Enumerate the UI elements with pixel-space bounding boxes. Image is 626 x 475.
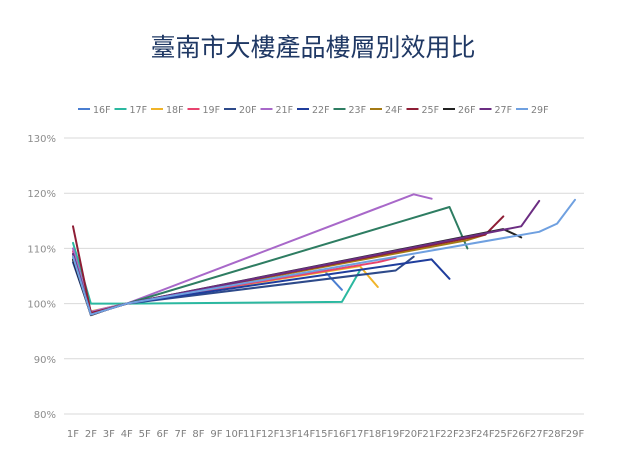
x-tick-label: 2F (85, 429, 97, 440)
x-tick-label: 20F (404, 429, 423, 440)
x-tick-label: 22F (440, 429, 459, 440)
legend-entry: 21F (276, 105, 294, 116)
chart-title: 臺南市大樓產品樓層別效用比 (150, 33, 475, 62)
gridlines (64, 137, 584, 415)
x-tick-label: 4F (121, 429, 133, 440)
legend-entry: 18F (166, 105, 184, 116)
x-tick-label: 9F (210, 429, 222, 440)
x-tick-label: 24F (476, 429, 495, 440)
x-tick-label: 11F (243, 429, 262, 440)
x-tick-label: 25F (494, 429, 513, 440)
x-tick-label: 23F (458, 429, 477, 440)
x-tick-label: 13F (279, 429, 298, 440)
legend-entry: 29F (531, 105, 549, 116)
series-line-17F (72, 241, 361, 305)
x-tick-label: 29F (566, 429, 585, 440)
legend-entry: 16F (93, 105, 111, 116)
y-axis: 80% 90% 100% 110% 120% 130% (27, 134, 56, 421)
legend: 16F 17F 18F 19F 20F 21F 22F 23F 24F 25F 26F 27F 29F (78, 105, 549, 116)
y-tick-label: 120% (27, 189, 56, 200)
legend-entry: 17F (130, 105, 148, 116)
x-tick-label: 3F (103, 429, 115, 440)
x-tick-label: 16F (333, 429, 352, 440)
legend-entry: 22F (312, 105, 330, 116)
y-tick-label: 80% (34, 410, 56, 421)
legend-entry: 19F (203, 105, 221, 116)
x-tick-label: 26F (512, 429, 531, 440)
y-tick-label: 110% (27, 244, 56, 255)
y-tick-label: 100% (27, 300, 56, 311)
x-tick-label: 14F (297, 429, 316, 440)
x-tick-label: 12F (261, 429, 280, 440)
legend-entry: 23F (349, 105, 367, 116)
x-tick-label: 18F (369, 429, 388, 440)
x-tick-label: 1F (67, 429, 79, 440)
series-line-29F (72, 198, 576, 316)
y-tick-label: 130% (27, 134, 56, 145)
x-tick-label: 7F (174, 429, 186, 440)
x-tick-label: 15F (315, 429, 334, 440)
x-tick-label: 6F (157, 429, 169, 440)
legend-entry: 20F (239, 105, 257, 116)
x-axis: 1F 2F 3F 4F 5F 6F 7F 8F 9F 10F 11F 12F 13F 14F 15F 16F 1… (67, 429, 585, 440)
x-tick-label: 10F (225, 429, 244, 440)
x-tick-label: 19F (386, 429, 405, 440)
legend-entry: 26F (458, 105, 476, 116)
x-tick-label: 8F (192, 429, 204, 440)
x-tick-label: 21F (422, 429, 441, 440)
legend-entry: 25F (422, 105, 440, 116)
x-tick-label: 17F (351, 429, 370, 440)
series-lines (72, 193, 576, 317)
x-tick-label: 27F (530, 429, 549, 440)
x-tick-label: 28F (548, 429, 567, 440)
x-tick-label: 5F (139, 429, 151, 440)
legend-entry: 27F (495, 105, 513, 116)
legend-entry: 24F (385, 105, 403, 116)
y-tick-label: 90% (34, 355, 56, 366)
